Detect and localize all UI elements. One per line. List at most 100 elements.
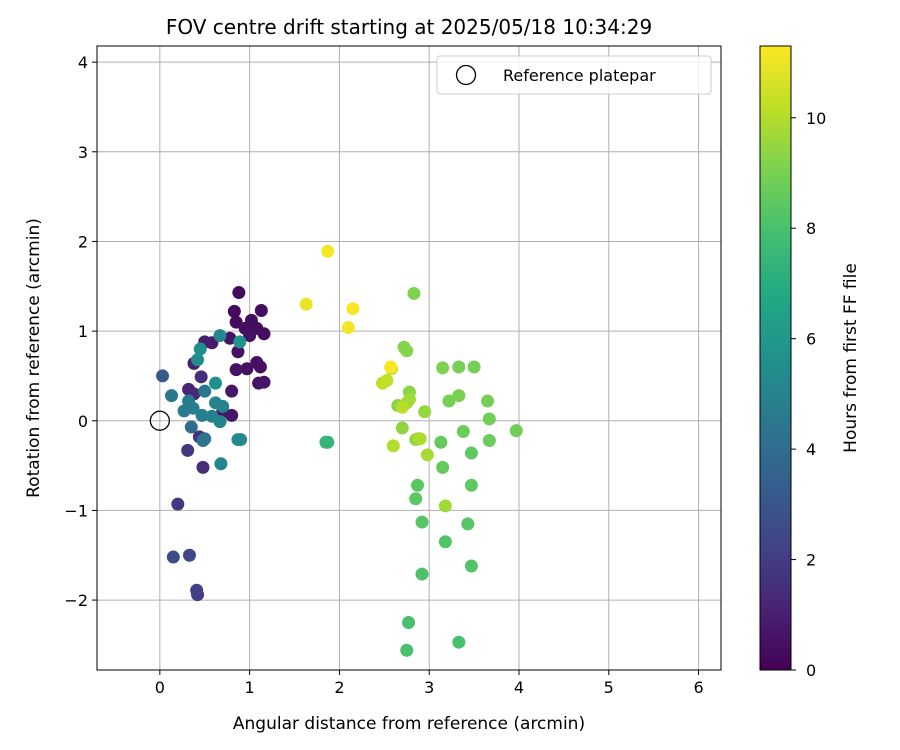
data-point xyxy=(395,421,409,435)
data-point xyxy=(186,401,200,415)
y-tick-label: −1 xyxy=(64,501,88,520)
x-tick-label: 5 xyxy=(604,678,614,697)
data-point xyxy=(341,321,355,335)
data-point xyxy=(461,517,475,531)
x-tick-label: 0 xyxy=(155,678,165,697)
data-point xyxy=(482,412,496,426)
data-point xyxy=(395,400,409,414)
data-point xyxy=(402,615,416,629)
data-point xyxy=(436,460,450,474)
data-point xyxy=(434,435,448,449)
data-point xyxy=(225,384,239,398)
data-point xyxy=(171,497,185,511)
y-tick-label: −2 xyxy=(64,591,88,610)
data-point xyxy=(400,344,414,358)
data-point xyxy=(213,329,227,343)
colorbar-label: Hours from first FF file xyxy=(841,263,861,453)
colorbar-tick-label: 4 xyxy=(806,440,816,459)
data-point xyxy=(193,342,207,356)
data-point xyxy=(156,369,170,383)
colorbar-tick-label: 10 xyxy=(806,109,826,128)
colorbar-ticks: 0 2 4 6 8 10 xyxy=(791,109,826,680)
colorbar-tick-label: 2 xyxy=(806,551,816,570)
data-point xyxy=(257,375,271,389)
data-point xyxy=(253,360,267,374)
x-axis-ticks: 0 1 2 3 4 5 6 xyxy=(155,670,704,697)
data-point xyxy=(231,345,245,359)
y-axis-ticks: −2 −1 0 1 2 3 4 xyxy=(64,53,97,610)
data-point xyxy=(166,550,180,564)
data-point xyxy=(182,548,196,562)
data-point xyxy=(482,433,496,447)
x-tick-label: 4 xyxy=(514,678,524,697)
data-point xyxy=(196,460,210,474)
y-tick-label: 4 xyxy=(78,53,88,72)
data-point xyxy=(442,394,456,408)
data-point xyxy=(418,405,432,419)
data-point xyxy=(216,399,230,413)
data-point xyxy=(464,478,478,492)
y-tick-label: 1 xyxy=(78,322,88,341)
y-axis-label: Rotation from reference (arcmin) xyxy=(24,218,44,498)
data-point xyxy=(299,297,313,311)
data-point xyxy=(198,384,212,398)
data-point xyxy=(452,360,466,374)
data-point xyxy=(214,457,228,471)
colorbar-tick-label: 8 xyxy=(806,219,816,238)
data-point xyxy=(254,303,268,317)
data-point xyxy=(467,360,481,374)
data-point xyxy=(386,439,400,453)
data-point xyxy=(321,435,335,449)
x-tick-label: 3 xyxy=(424,678,434,697)
data-point xyxy=(227,304,241,318)
data-point xyxy=(464,446,478,460)
data-point xyxy=(194,370,208,384)
x-tick-label: 2 xyxy=(334,678,344,697)
plot-frame xyxy=(96,45,722,671)
data-point xyxy=(181,443,195,457)
data-point xyxy=(481,394,495,408)
data-point xyxy=(240,362,254,376)
legend: Reference platepar xyxy=(436,55,712,95)
data-point xyxy=(184,420,198,434)
data-point xyxy=(438,499,452,513)
y-tick-label: 2 xyxy=(78,232,88,251)
y-tick-label: 0 xyxy=(78,412,88,431)
data-point xyxy=(438,535,452,549)
data-point xyxy=(452,635,466,649)
data-point xyxy=(456,425,470,439)
data-point xyxy=(195,408,209,422)
data-point xyxy=(243,329,257,343)
data-point xyxy=(407,286,421,300)
data-point xyxy=(257,327,271,341)
data-point xyxy=(452,389,466,403)
data-point xyxy=(234,433,248,447)
data-point xyxy=(346,302,360,316)
reference-platepar-marker xyxy=(149,410,170,431)
data-point xyxy=(420,448,434,462)
y-tick-label: 3 xyxy=(78,143,88,162)
data-point xyxy=(415,515,429,529)
data-point xyxy=(415,567,429,581)
data-point xyxy=(384,360,398,374)
x-tick-label: 6 xyxy=(693,678,703,697)
data-point xyxy=(191,353,205,367)
data-point xyxy=(509,424,523,438)
data-point xyxy=(413,432,427,446)
data-point xyxy=(232,286,246,300)
colorbar: 0 2 4 6 8 10 Hours from first FF file xyxy=(759,45,861,680)
colorbar-tick-label: 0 xyxy=(806,661,816,680)
x-tick-label: 1 xyxy=(245,678,255,697)
data-point xyxy=(225,408,239,422)
data-point xyxy=(165,389,179,403)
colorbar-tick-label: 6 xyxy=(806,330,816,349)
legend-box xyxy=(436,55,712,95)
data-point xyxy=(209,376,223,390)
x-axis-label: Angular distance from reference (arcmin) xyxy=(233,714,585,734)
data-point xyxy=(436,361,450,375)
data-point xyxy=(190,583,204,597)
legend-marker-reference xyxy=(455,64,477,86)
data-point xyxy=(321,244,335,258)
data-point xyxy=(198,432,212,446)
